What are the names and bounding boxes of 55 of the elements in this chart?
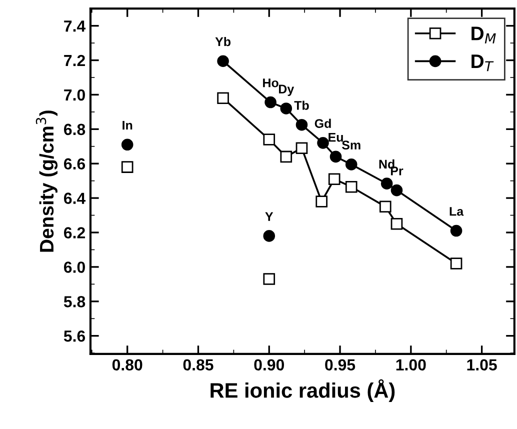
point <box>450 224 462 237</box>
point <box>280 150 292 163</box>
point <box>263 273 276 285</box>
y-tick-label: 6.4 <box>64 192 86 204</box>
annotation: Dy <box>278 84 294 96</box>
point <box>380 178 393 190</box>
x-tick-label: 0.80 <box>112 359 142 371</box>
point <box>264 96 276 108</box>
annotation: Sm <box>342 140 360 150</box>
point <box>345 158 358 170</box>
point <box>296 142 308 154</box>
x-tick-label: 1.00 <box>396 359 426 371</box>
legend-label: D$_{M}$ <box>472 26 496 44</box>
y-tick-label: 7.4 <box>64 20 86 32</box>
y-tick-label: 6.2 <box>64 227 85 238</box>
point <box>330 150 342 163</box>
x-tick-label: 0.85 <box>183 359 214 371</box>
y-tick-label: 6.8 <box>64 124 86 136</box>
point <box>121 161 134 173</box>
point <box>316 196 328 208</box>
annotation: Tb <box>294 100 309 110</box>
x-tick-label: 0.90 <box>254 359 284 371</box>
annotation: Ho <box>263 78 278 88</box>
point <box>263 230 276 242</box>
annotation: Eu <box>328 133 343 142</box>
point <box>296 118 308 131</box>
point <box>390 184 403 196</box>
annotation: Gd <box>314 118 331 128</box>
annotation: La <box>450 207 464 216</box>
point <box>345 180 358 193</box>
y-tick-label: 6.0 <box>64 262 85 273</box>
point <box>263 134 276 146</box>
point <box>390 218 403 230</box>
y-tick-label: 7.2 <box>64 54 85 66</box>
annotation: Yb <box>215 36 231 46</box>
point <box>121 138 134 151</box>
x-tick-label: 0.95 <box>325 359 356 371</box>
legend-label: D$_{T}$ <box>472 54 494 72</box>
point <box>328 173 340 186</box>
y-tick-label: 5.6 <box>64 330 86 342</box>
y-tick-label: 5.8 <box>64 296 86 308</box>
annotation: Y <box>265 212 274 221</box>
point <box>379 200 392 213</box>
point <box>280 102 292 114</box>
annotation: Nd <box>379 159 394 169</box>
point <box>450 258 462 270</box>
x-axis-title: RE ionic radius (Å) <box>210 379 395 402</box>
point <box>217 55 229 68</box>
x-tick-label: 1.05 <box>467 359 497 371</box>
annotation: In <box>122 120 132 130</box>
y-tick-label: 7.0 <box>64 89 85 101</box>
y-axis-title: Density (g/cm$^{3}$) <box>36 110 58 252</box>
y-tick-label: 6.6 <box>64 158 86 170</box>
point <box>317 137 329 149</box>
point <box>217 92 229 104</box>
